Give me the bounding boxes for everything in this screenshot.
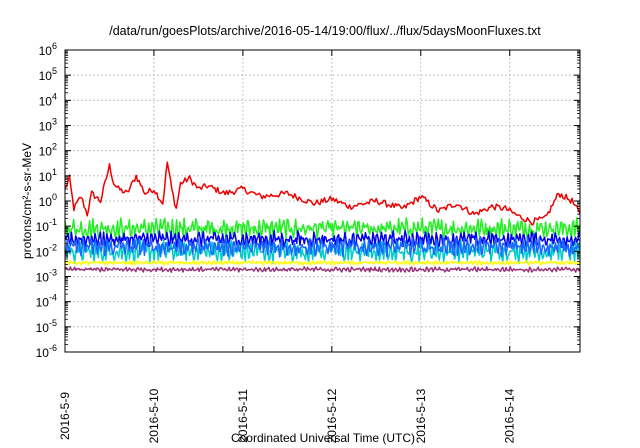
y-tick-label: 105 <box>39 66 57 83</box>
series-line-1 <box>64 216 581 241</box>
y-tick-base: 10 <box>39 69 53 83</box>
y-tick-base: 10 <box>36 296 50 310</box>
y-tick-exponent: -1 <box>49 217 57 227</box>
y-tick-labels: 10-610-510-410-310-210-11001011021031041… <box>36 41 57 360</box>
y-tick-exponent: -2 <box>49 242 57 252</box>
y-tick-exponent: 1 <box>52 167 57 177</box>
y-tick-label: 10-1 <box>36 217 57 234</box>
y-tick-base: 10 <box>39 170 53 184</box>
y-tick-base: 10 <box>36 220 50 234</box>
y-tick-label: 100 <box>39 192 57 209</box>
y-tick-exponent: 4 <box>52 91 57 101</box>
series-line-4 <box>64 236 581 258</box>
y-tick-label: 10-2 <box>36 242 57 259</box>
y-tick-exponent: 2 <box>52 142 57 152</box>
y-tick-base: 10 <box>39 44 53 58</box>
y-tick-exponent: 3 <box>52 117 57 127</box>
series-line-2 <box>64 238 581 265</box>
x-axis-label: Coordinated Universal Time (UTC) <box>231 431 415 445</box>
y-tick-label: 101 <box>39 167 57 184</box>
y-axis-label: protons/cm²-s-sr-MeV <box>20 143 34 259</box>
y-tick-exponent: -5 <box>49 318 57 328</box>
y-tick-label: 10-4 <box>36 293 57 310</box>
x-tick-label: 2016-5-13 <box>414 388 428 443</box>
y-tick-exponent: -6 <box>49 343 57 353</box>
y-tick-base: 10 <box>39 120 53 134</box>
y-tick-label: 10-6 <box>36 343 57 360</box>
y-tick-exponent: -3 <box>49 268 57 278</box>
series-layer <box>64 161 581 273</box>
x-tick-label: 2016-5-14 <box>503 388 517 443</box>
chart-title: /data/run/goesPlots/archive/2016-05-14/1… <box>109 24 541 38</box>
series-line-0 <box>64 161 581 226</box>
x-tick-label: 2016-5-11 <box>236 389 250 443</box>
series-line-6 <box>64 266 581 273</box>
x-tick-labels: 2016-5-9 2016-5-10 2016-5-11 2016-5-12 2016-… <box>58 388 517 443</box>
series-line-5 <box>64 259 581 266</box>
x-tick-label: 2016-5-12 <box>325 388 339 443</box>
y-tick-base: 10 <box>39 195 53 209</box>
y-tick-label: 10-5 <box>36 318 57 335</box>
y-tick-base: 10 <box>39 145 53 159</box>
y-tick-exponent: 5 <box>52 66 57 76</box>
y-tick-base: 10 <box>36 245 50 259</box>
y-tick-base: 10 <box>36 271 50 285</box>
y-tick-label: 10-3 <box>36 268 57 285</box>
x-tick-label: 2016-5-10 <box>147 388 161 443</box>
y-tick-label: 104 <box>39 91 57 108</box>
y-tick-exponent: -4 <box>49 293 57 303</box>
y-tick-exponent: 0 <box>52 192 57 202</box>
y-tick-base: 10 <box>36 321 50 335</box>
y-tick-label: 102 <box>39 142 57 159</box>
y-tick-exponent: 6 <box>52 41 57 51</box>
y-tick-label: 103 <box>39 117 57 134</box>
y-tick-base: 10 <box>36 346 50 360</box>
x-tick-label: 2016-5-9 <box>58 392 72 440</box>
ticks <box>64 49 580 353</box>
y-tick-label: 106 <box>39 41 57 58</box>
y-tick-base: 10 <box>39 94 53 108</box>
